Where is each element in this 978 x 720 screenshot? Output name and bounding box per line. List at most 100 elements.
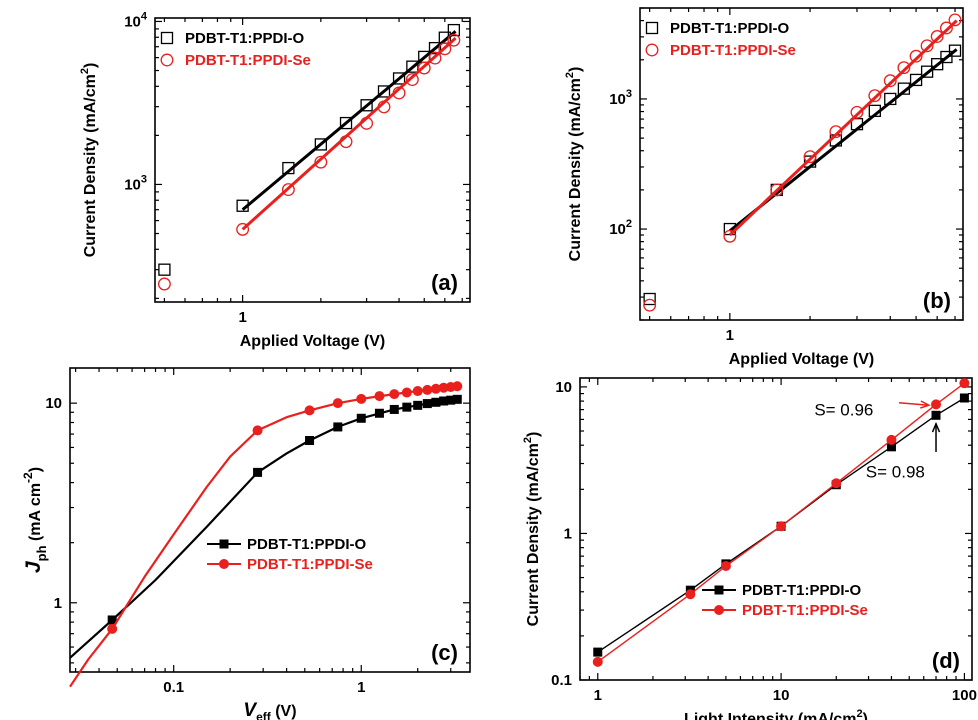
y-tick-label: 1: [564, 525, 572, 542]
annotation: S= 0.96: [814, 400, 931, 419]
y-axis-title-tail: ): [567, 67, 584, 72]
x-tick-label-text: 1: [726, 327, 734, 344]
y-tick-label: 102: [609, 218, 632, 238]
data-point: [157, 277, 171, 291]
data-point: [897, 82, 911, 95]
y-tick-label: 1: [54, 595, 62, 612]
data-point: [920, 65, 934, 78]
data-point: [959, 393, 969, 403]
y-tick-label-text: 10: [609, 91, 626, 108]
data-point: [332, 398, 343, 409]
annotation-label: S= 0.98: [866, 463, 925, 482]
x-axis-title-tail: ): [863, 711, 868, 720]
y-tick-label: 10: [45, 395, 62, 412]
y-tick-label-exponent: 3: [626, 88, 632, 100]
series-1: [69, 381, 463, 688]
annotation-arrowhead: [931, 421, 941, 433]
x-tick-label: 10: [773, 687, 790, 704]
y-tick-label: 0.1: [551, 672, 572, 689]
x-tick-label: 1: [357, 679, 365, 696]
data-point: [897, 61, 911, 75]
panel-label-text: (a): [431, 270, 458, 295]
data-point: [236, 199, 249, 212]
data-point: [884, 92, 897, 106]
data-point: [339, 135, 353, 149]
y-tick-label: 103: [124, 173, 147, 193]
y-axis-title-exponent: 2: [79, 68, 91, 74]
data-point: [868, 104, 881, 118]
legend-label: PDBT-T1:PPDI-O: [742, 582, 862, 599]
legend-marker: [714, 605, 724, 615]
y-tick-label-exponent: 3: [141, 173, 147, 185]
data-point: [431, 397, 441, 407]
data-point: [447, 23, 461, 37]
data-point: [412, 386, 423, 397]
x-axis-title: Veff (V): [243, 700, 296, 720]
legend: PDBT-T1:PPDI-O PDBT-T1:PPDI-Se: [160, 30, 311, 69]
x-tick-label-text: 10: [773, 687, 790, 704]
y-tick-label-text: 10: [124, 176, 141, 193]
tick-marks: [640, 7, 963, 321]
fit-line: [728, 19, 958, 237]
data-point: [236, 222, 250, 236]
legend: PDBT-T1:PPDI-O PDBT-T1:PPDI-Se: [207, 536, 373, 573]
panel-label: (b): [923, 288, 951, 313]
legend-label-text: PDBT-T1:PPDI-Se: [670, 42, 796, 59]
data-point: [829, 125, 843, 139]
data-point: [831, 478, 842, 489]
legend-label: PDBT-T1:PPDI-O: [247, 536, 367, 553]
data-point: [428, 41, 442, 55]
legend-label-text: PDBT-T1:PPDI-Se: [185, 52, 311, 69]
x-axis-title: Applied Voltage (V): [729, 351, 874, 368]
y-tick-label-text: 10: [555, 379, 572, 396]
x-tick-label: 1: [594, 687, 602, 704]
data-point: [389, 389, 400, 400]
x-axis-title: Light Intensity (mA/cm2): [684, 708, 868, 720]
y-tick-label: 104: [124, 10, 148, 30]
x-axis-title-exponent: 2: [857, 708, 863, 720]
series-line: [597, 382, 965, 663]
data-point: [770, 183, 784, 197]
y-axis-title-text: Current Density (mA/cm: [567, 78, 584, 261]
data-point: [592, 656, 603, 667]
data-point: [803, 150, 817, 164]
data-point: [446, 395, 456, 405]
y-tick-label-text: 10: [609, 221, 626, 238]
y-axis-title: Current Density (mA/cm2): [564, 67, 584, 262]
panel-c: 0.1 1 1 10 Veff (V) Jph (mA cm-2) PDBT-T1:PPDI…: [21, 367, 471, 720]
data-point: [356, 393, 367, 404]
panel-label: (c): [431, 640, 458, 665]
y-axis-title: Jph (mA cm-2): [21, 467, 49, 573]
fit-line: [241, 37, 457, 231]
data-point: [402, 402, 412, 412]
plot-frame: [69, 367, 471, 673]
y-tick-label: 103: [609, 88, 632, 108]
data-point: [959, 378, 970, 389]
legend-label: PDBT-T1:PPDI-O: [185, 30, 305, 47]
tick-marks: [70, 368, 470, 672]
y-tick-label-text: 1: [564, 525, 572, 542]
data-point: [158, 263, 171, 276]
y-axis-title-symbol: J: [22, 560, 45, 573]
data-point: [931, 410, 941, 420]
data-point: [406, 60, 419, 73]
data-point: [720, 560, 731, 571]
series-0: [643, 44, 962, 306]
data-point: [305, 435, 315, 445]
data-point: [430, 383, 441, 394]
data-point: [776, 521, 787, 532]
y-tick-label-exponent: 4: [141, 10, 148, 22]
data-point: [883, 74, 897, 88]
data-point: [422, 399, 432, 409]
data-point: [413, 400, 423, 410]
data-point: [685, 589, 696, 600]
series-1: [157, 33, 461, 291]
plot-frame: [154, 17, 471, 303]
legend-marker: [714, 585, 724, 595]
data-point: [107, 623, 118, 634]
data-point: [931, 399, 942, 410]
y-axis-title: Current Density (mA/cm2): [79, 63, 99, 258]
x-tick-label-text: 1: [357, 679, 365, 696]
annotation-arrowhead: [920, 400, 931, 409]
x-axis-title-text: Applied Voltage (V): [240, 333, 385, 350]
